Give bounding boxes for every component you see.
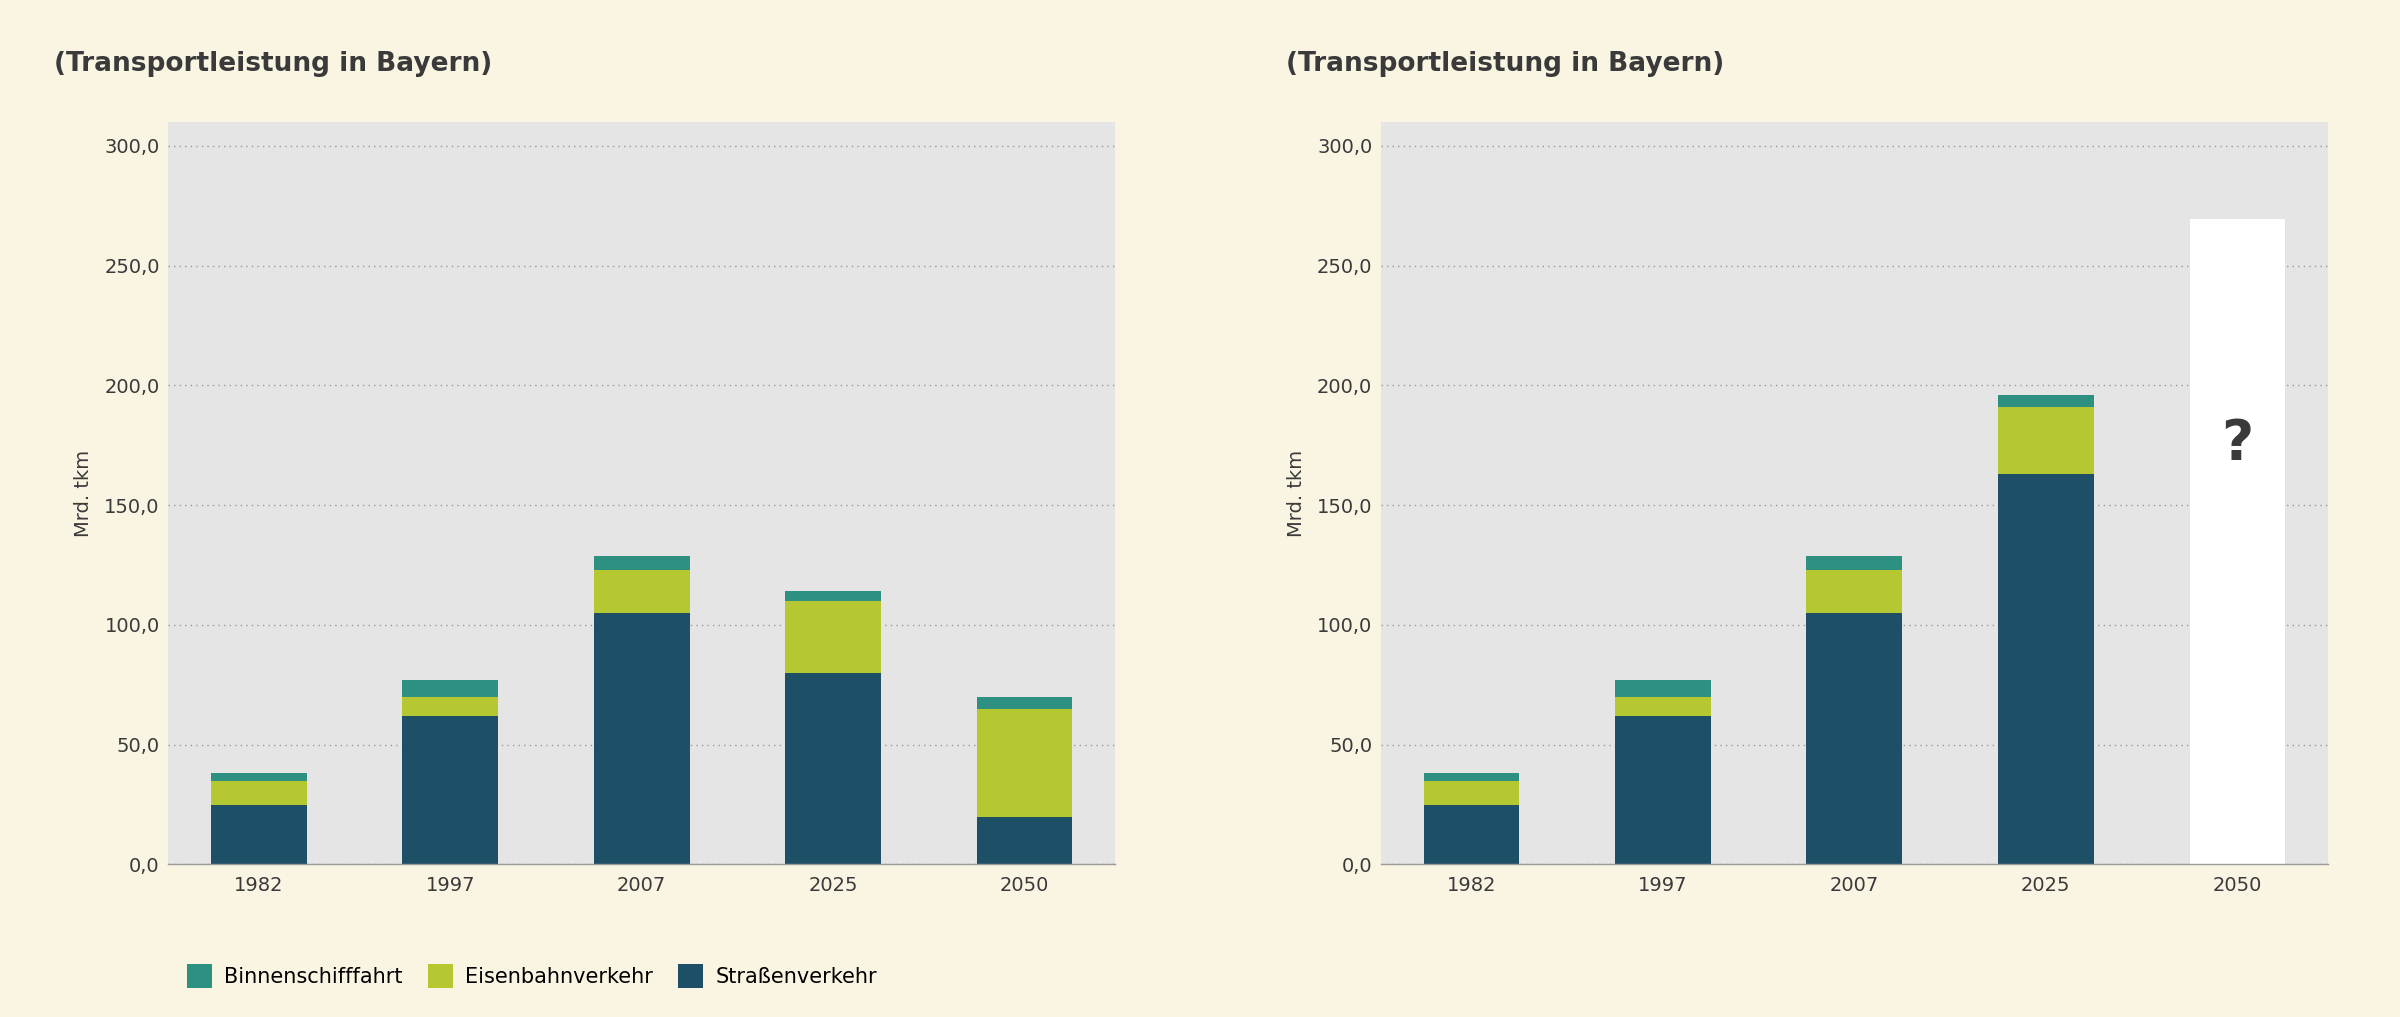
Text: ?: ? bbox=[2220, 417, 2254, 471]
Bar bbox=[1997, 407, 2093, 474]
Bar bbox=[593, 613, 689, 864]
Bar bbox=[403, 680, 499, 697]
Bar bbox=[1423, 774, 1519, 781]
Bar bbox=[1807, 570, 1903, 613]
Y-axis label: Mrd. tkm: Mrd. tkm bbox=[74, 450, 94, 537]
Bar bbox=[1807, 613, 1903, 864]
Bar bbox=[1615, 716, 1711, 864]
Bar bbox=[403, 716, 499, 864]
Bar bbox=[1423, 781, 1519, 804]
Bar bbox=[977, 709, 1073, 817]
Bar bbox=[785, 673, 881, 864]
Bar bbox=[1615, 680, 1711, 697]
Text: (Transportleistung in Bayern): (Transportleistung in Bayern) bbox=[1286, 52, 1723, 77]
Bar bbox=[1997, 474, 2093, 864]
Text: (Transportleistung in Bayern): (Transportleistung in Bayern) bbox=[55, 52, 492, 77]
Bar bbox=[977, 817, 1073, 864]
Bar bbox=[593, 555, 689, 570]
Bar bbox=[977, 697, 1073, 709]
Bar bbox=[785, 592, 881, 601]
Legend: Binnenschifffahrt, Eisenbahnverkehr, Straßenverkehr: Binnenschifffahrt, Eisenbahnverkehr, Str… bbox=[178, 956, 886, 997]
Bar bbox=[211, 774, 307, 781]
Bar bbox=[785, 601, 881, 673]
Y-axis label: Mrd. tkm: Mrd. tkm bbox=[1286, 450, 1306, 537]
Bar bbox=[2189, 218, 2285, 864]
Bar bbox=[1615, 697, 1711, 716]
Bar bbox=[1997, 395, 2093, 407]
Bar bbox=[593, 570, 689, 613]
Bar bbox=[1807, 555, 1903, 570]
Bar bbox=[403, 697, 499, 716]
Bar bbox=[211, 781, 307, 804]
Bar bbox=[211, 804, 307, 864]
Bar bbox=[1423, 804, 1519, 864]
